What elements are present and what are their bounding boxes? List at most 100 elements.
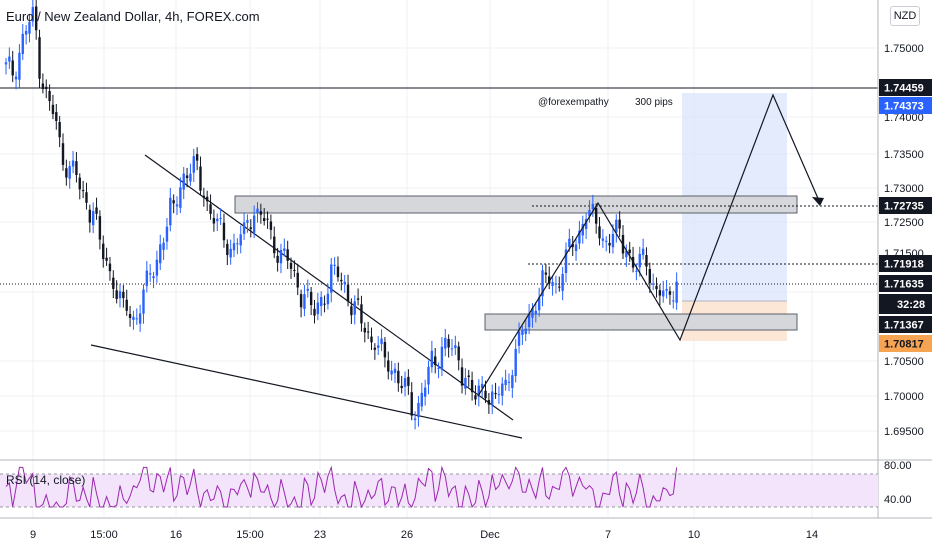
candle-body (172, 200, 175, 204)
candle-body (511, 375, 514, 388)
candle-body (313, 308, 316, 316)
candle-body (309, 291, 313, 306)
price-label: 1.70817 (884, 339, 924, 351)
candle-body (58, 122, 61, 138)
candle-body (665, 288, 668, 291)
candle-body (202, 195, 206, 198)
candle-body (326, 293, 330, 305)
candle-body (618, 219, 621, 229)
candle-body (155, 259, 159, 276)
candle-body (226, 243, 229, 256)
candle-body (531, 307, 534, 318)
price-tick: 1.74000 (884, 112, 924, 124)
candle-body (534, 310, 538, 315)
candle-body (283, 248, 286, 251)
candle-body (568, 238, 571, 248)
candle-body (514, 348, 517, 377)
candle-body (78, 177, 81, 190)
time-tick: 7 (605, 529, 611, 541)
candle-body (578, 230, 581, 244)
candle-body (641, 248, 645, 255)
candle-body (353, 301, 356, 315)
candle-body (491, 391, 494, 405)
price-label: 1.74373 (884, 101, 924, 113)
candle-body (360, 304, 363, 324)
candle-body (591, 203, 595, 210)
candle-body (219, 217, 222, 219)
price-tick: 1.75000 (884, 43, 924, 55)
candle-body (122, 291, 125, 299)
candle-body (320, 296, 323, 307)
candle-body (521, 330, 524, 335)
wedge-lower-line (90, 344, 523, 439)
candle-body (112, 277, 115, 289)
candle-body (293, 269, 296, 271)
candle-body (420, 392, 424, 407)
candle-body (527, 313, 531, 328)
candle-body (594, 208, 598, 224)
candle-body (608, 242, 611, 246)
candle-body (165, 226, 169, 242)
price-labels: 1.74459 1.74373 1.72735 1.71918 1.71635 … (879, 79, 932, 352)
candle-body (373, 347, 377, 350)
candle-body (148, 273, 152, 275)
candle-body (199, 166, 202, 191)
price-label: 1.71918 (884, 259, 924, 271)
price-label: 1.71367 (884, 320, 924, 332)
price-axis-ticks: 1.75000 1.74000 1.73500 1.73000 1.72500 … (884, 43, 924, 438)
candle-body (91, 211, 95, 226)
candle-body (501, 383, 504, 396)
candle-body (668, 291, 672, 295)
candle-body (145, 270, 149, 286)
candle-body (242, 222, 246, 234)
candle-body (259, 211, 263, 215)
price-tick: 1.72500 (884, 217, 924, 229)
rsi-title: RSI (14, close) (6, 473, 86, 487)
candle-body (393, 368, 397, 374)
candle-body (195, 154, 199, 161)
candle-body (598, 226, 601, 239)
candle-body (350, 306, 353, 316)
price-tick: 1.73000 (884, 183, 924, 195)
price-tick: 1.70000 (884, 391, 924, 403)
candle-body (236, 243, 239, 245)
candle-body (504, 379, 507, 386)
candle-body (209, 204, 212, 214)
candle-body (377, 345, 380, 348)
candle-body (336, 266, 340, 278)
candle-body (152, 276, 155, 279)
rsi-line (5, 465, 678, 509)
author-annotation: @forexempathy (538, 97, 609, 108)
candle-body (175, 204, 179, 207)
candle-body (303, 294, 306, 309)
candle-body (672, 300, 675, 302)
candle-body (434, 356, 437, 366)
candle-body (366, 331, 370, 333)
candle-body (675, 281, 678, 303)
candle-body (125, 299, 128, 311)
arrow-head-icon (812, 197, 824, 206)
candle-body (212, 218, 216, 224)
candle-body (269, 221, 273, 230)
candle-body (330, 264, 333, 293)
candle-body (387, 360, 390, 372)
candle-body (651, 283, 655, 285)
candle-body (262, 218, 266, 222)
candle-body (454, 345, 457, 349)
candle-body (11, 60, 14, 76)
candle-body (437, 367, 440, 369)
candle-body (605, 240, 608, 242)
price-tick: 1.70500 (884, 356, 924, 368)
candle-body (118, 291, 122, 299)
candle-body (551, 281, 554, 286)
candle-body (256, 208, 259, 214)
candle-body (413, 418, 417, 421)
candle-body (98, 216, 102, 240)
candle-body (266, 218, 269, 220)
price-path-drawing (477, 93, 821, 397)
candle-body (400, 385, 403, 389)
currency-button[interactable]: NZD (890, 6, 920, 26)
time-tick: 16 (170, 529, 182, 541)
candle-body (333, 264, 336, 266)
